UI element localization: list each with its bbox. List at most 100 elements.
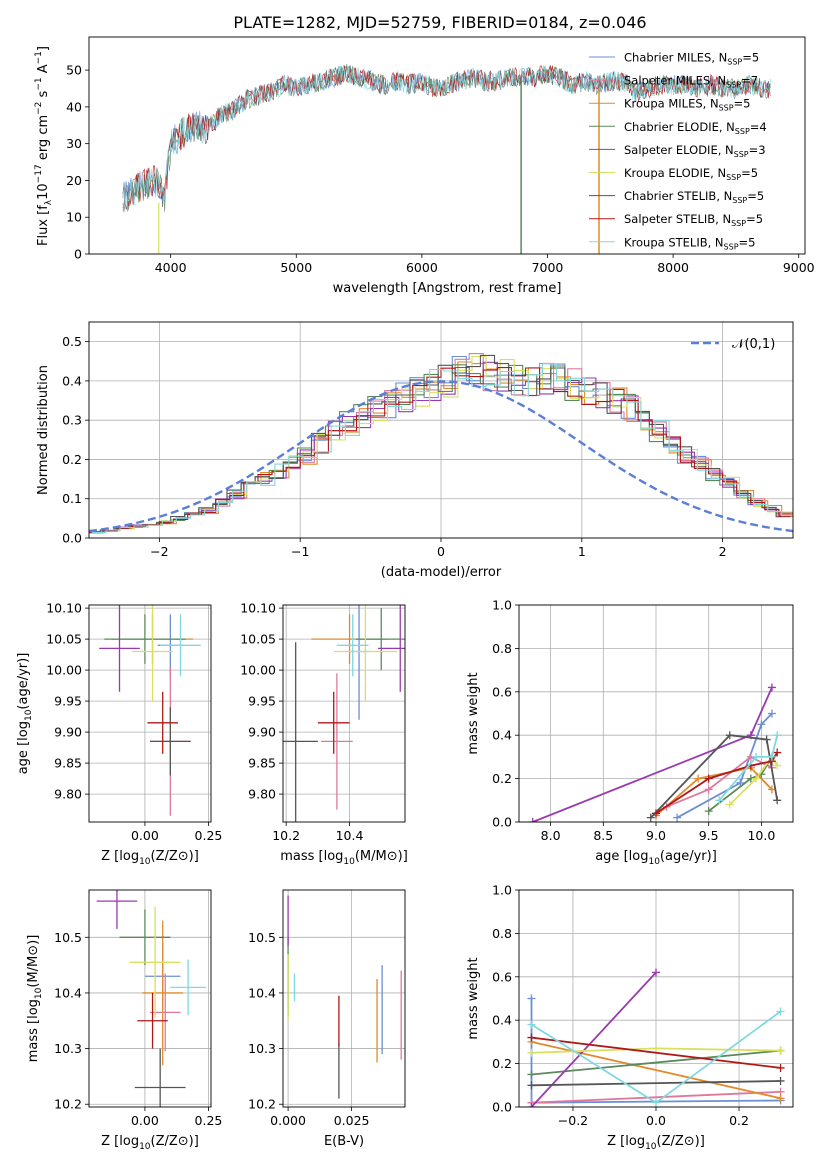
errorbar-point: [147, 691, 178, 754]
axes-age_vs_Z: 0.00 0.25 9.80 9.85 9.90 9.95 10.00 10.05 10.10 Z…: [16, 601, 222, 867]
y-tick-label: 0.3: [62, 413, 82, 428]
x-tick-label: 10.2: [272, 828, 300, 843]
x-tick-label: 0.25: [195, 828, 223, 843]
y-tick-label: 9.95: [248, 694, 276, 709]
mass-weight-line-8: [718, 734, 779, 801]
y-axis-label: Flux [fλ10−17 erg cm−2 s−1 A−1]: [34, 46, 54, 246]
errorbar-point: [333, 605, 398, 702]
mass-weight-marker: [527, 1048, 536, 1057]
mass-weight-marker: [773, 731, 782, 740]
y-tick-label: 0.4: [492, 1013, 512, 1028]
x-axis-label: Z [log10(Z/Z⊙)]: [607, 1134, 705, 1152]
mass-weight-marker: [528, 818, 537, 822]
x-tick-label: −2: [150, 544, 168, 559]
y-tick-label: 50: [66, 63, 82, 78]
errorbar-point: [96, 890, 138, 929]
errorbar-point: [142, 920, 184, 1066]
x-tick-label: 0.00: [131, 1113, 159, 1128]
axes-mw_vs_Z: −0.2 0.0 0.2 0.0 0.2 0.4 0.6 0.8 1.0 Z [log10(Z/Z…: [466, 883, 794, 1152]
y-tick-label: 0.8: [492, 926, 512, 941]
y-tick-label: 0.4: [492, 728, 512, 743]
x-tick-label: 9.0: [646, 828, 666, 843]
mass-weight-marker: [767, 683, 776, 692]
y-tick-label: 10.05: [240, 632, 276, 647]
y-tick-label: 10.2: [248, 1097, 276, 1112]
y-tick-label: 0.6: [492, 969, 512, 984]
mass-weight-marker: [527, 1081, 536, 1090]
errorbar-point: [160, 614, 201, 677]
mass-weight-marker: [752, 774, 761, 783]
plot-area-age_vs_Z: [99, 605, 201, 816]
x-axis-label: E(B-V): [324, 1134, 364, 1149]
mass-weight-marker: [776, 1094, 785, 1103]
errorbar-point: [283, 642, 318, 822]
y-tick-label: 0.0: [492, 1100, 512, 1115]
x-axis-label: Z [log10(Z/Z⊙)]: [101, 849, 199, 867]
legend-label: 𝒩(0,1): [732, 337, 775, 352]
axes-frame: [88, 604, 212, 823]
x-tick-label: 0: [437, 544, 445, 559]
x-axis-label: (data-model)/error: [381, 565, 502, 580]
y-axis-label: age [log10(age/yr)]: [16, 653, 34, 775]
x-tick-label: 8000: [657, 260, 689, 275]
mass-weight-marker: [725, 731, 734, 740]
mass-weight-line-6: [531, 1080, 781, 1087]
mass-weight-marker: [673, 813, 682, 822]
mass-weight-marker: [694, 774, 703, 783]
histogram-7: [89, 367, 793, 534]
mass-weight-marker: [704, 785, 713, 794]
axes-frame: [88, 36, 806, 255]
mass-weight-line-2: [655, 766, 773, 817]
y-tick-label: 10.2: [54, 1097, 82, 1112]
x-tick-label: 5000: [280, 260, 312, 275]
mass-weight-marker: [725, 800, 734, 809]
x-axis-label: mass [log10(M/M⊙)]: [280, 849, 408, 867]
y-tick-label: 0.4: [62, 373, 82, 388]
y-tick-label: 10.00: [240, 663, 276, 678]
mass-weight-marker: [652, 1044, 660, 1053]
legend-label: Salpeter MILES, NSSP=7: [624, 74, 758, 90]
grid-age_vs_mass: [283, 605, 405, 822]
axes-mass_vs_Z: 0.00 0.25 10.2 10.3 10.4 10.5 Z [log10(Z/Z⊙)] m…: [26, 889, 222, 1152]
errorbar-point: [321, 673, 353, 810]
legend-label: Kroupa ELODIE, NSSP=5: [624, 166, 758, 182]
y-tick-label: 10.4: [248, 985, 276, 1000]
grid-mass_vs_Z: [89, 890, 211, 1107]
histogram-5: [91, 355, 793, 533]
x-tick-label: 4000: [155, 260, 187, 275]
y-tick-label: 10.05: [46, 632, 82, 647]
mass-weight-marker: [776, 1076, 785, 1085]
legend-label: Salpeter ELODIE, NSSP=3: [624, 143, 766, 159]
x-tick-label: −0.2: [558, 1113, 588, 1128]
mass-weight-marker: [773, 796, 782, 805]
histogram-6: [89, 354, 791, 533]
x-tick-label: 2: [719, 544, 727, 559]
y-tick-label: 0.1: [62, 491, 82, 506]
mass-weight-marker: [752, 752, 761, 761]
errorbar-point: [137, 992, 168, 1049]
x-tick-label: 0.2: [729, 1113, 749, 1128]
axes-age_vs_mass: 10.2 10.4 9.80 9.85 9.90 9.95 10.00 10.05 10.10 m…: [240, 601, 408, 867]
mass-weight-marker: [757, 720, 766, 729]
y-tick-label: 9.90: [248, 725, 276, 740]
y-tick-label: 9.80: [248, 787, 276, 802]
x-axis-label: Z [log10(Z/Z⊙)]: [101, 1134, 199, 1152]
y-tick-label: 10.5: [248, 930, 276, 945]
mass-weight-marker: [704, 807, 713, 816]
histogram-2: [91, 361, 793, 533]
x-tick-label: 9.5: [699, 828, 719, 843]
histogram-8: [91, 363, 793, 533]
y-tick-label: 1.0: [492, 598, 512, 613]
axes-mw_vs_age: 8.0 8.5 9.0 9.5 10.0 0.0 0.2 0.4 0.6 0.8 1.0 age [l…: [466, 598, 794, 867]
mass-weight-marker: [773, 761, 782, 770]
mass-weight-marker: [527, 1070, 536, 1079]
plot-area-age_vs_mass: [283, 605, 405, 822]
x-tick-label: 7000: [532, 260, 564, 275]
mass-weight-marker: [762, 735, 771, 744]
y-tick-label: 1.0: [492, 883, 512, 898]
y-tick-label: 40: [66, 99, 82, 114]
x-axis-label: age [log10(age/yr)]: [595, 849, 717, 867]
axes-spectrum: 4000 5000 6000 7000 8000 9000 0 10 20 30 40 50 wavel…: [34, 36, 815, 296]
y-tick-label: 9.80: [54, 787, 82, 802]
plot-area-mw_vs_age: [528, 683, 782, 822]
